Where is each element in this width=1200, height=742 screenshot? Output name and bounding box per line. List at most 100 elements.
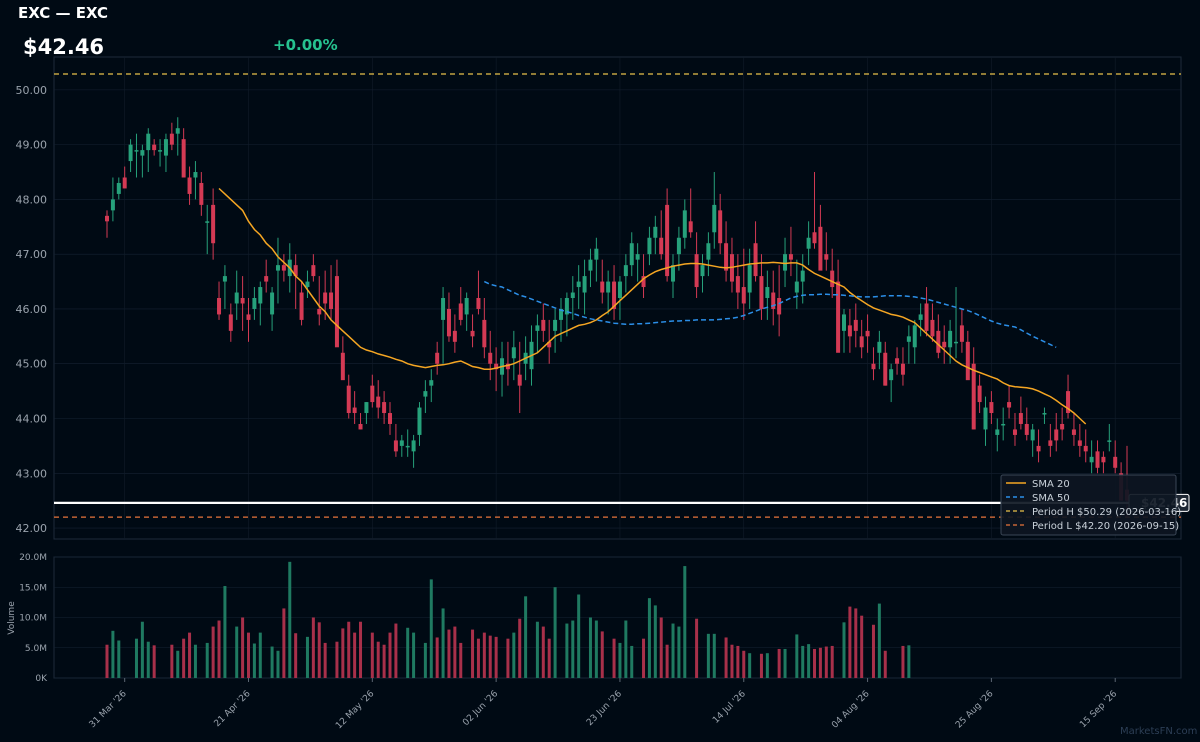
date-tick-label: 31 Mar '26 [88,689,129,730]
volume-bar [653,605,657,678]
candle-body [511,347,516,359]
candle-body [393,440,398,452]
candle-body [883,352,888,386]
volume-bar [359,621,363,678]
candle-body [588,259,593,271]
volume-bar [341,628,345,678]
candle-body [735,276,740,293]
volume-bar [671,623,675,678]
volume-bar [506,638,510,678]
volume-bar [571,620,575,678]
price-change: +0.00% [273,36,338,54]
date-tick-label: 14 Jul '26 [711,689,748,726]
volume-bar [317,622,321,678]
candle-body [942,341,947,348]
candle-body [211,204,216,244]
candle-body [116,182,121,194]
candle-body [889,369,894,381]
candle-body [234,292,239,304]
volume-bar [217,620,221,678]
volume-bar [565,623,569,678]
candle-body [535,325,540,331]
candle-body [364,402,369,414]
candle-body [246,314,251,320]
candle-body [983,407,988,430]
volume-bar [742,650,746,678]
candle-body [724,243,729,271]
candle-body [806,237,811,249]
price-tick-label: 47.00 [16,248,48,261]
volume-bar [759,653,763,678]
volume-tick-label: 0K [35,674,48,684]
candle-body [376,396,381,408]
candle-body [1054,429,1059,441]
candle-body [299,292,304,320]
volume-bar [435,637,439,678]
candle-body [600,281,605,293]
price-tick-label: 43.00 [16,467,48,480]
candle-body [429,380,434,386]
candle-body [1024,423,1029,435]
candle-body [676,237,681,255]
candle-body [1083,445,1088,452]
candle-body [1107,440,1112,442]
volume-bar [883,650,887,678]
sma50-line [483,280,1057,348]
candle-body [452,330,457,342]
candle-body [193,172,198,178]
date-tick-label: 21 Apr '26 [213,689,253,729]
volume-bar [223,586,227,678]
candle-body [470,330,475,337]
volume-bar [848,606,852,678]
volume-bar [818,647,822,678]
candle-body [293,265,298,277]
volume-bar [683,566,687,678]
candle-body [382,402,387,414]
candle-body [936,330,941,353]
moving-averages [218,187,1087,425]
candle-body [311,265,316,277]
volume-axis-label: Volume [7,601,17,635]
volume-bar [270,646,274,678]
candle-body [476,298,481,309]
candle-body [812,232,817,244]
period-levels [54,73,1181,518]
price-tick-label: 48.00 [16,193,48,206]
volume-bar [394,623,398,678]
candle-body [146,133,151,151]
date-tick-label: 02 Jun '26 [461,689,500,728]
date-tick-label: 23 Jun '26 [585,689,624,728]
sma20-line [218,187,1087,425]
legend-sma20-label: SMA 20 [1032,479,1070,490]
volume-tick-label: 20.0M [19,553,47,563]
candle-body [824,254,829,260]
candle-body [682,210,687,238]
volume-bar [152,645,156,678]
volume-bar [588,617,592,678]
candle-body [995,429,1000,435]
volume-bar [453,626,457,678]
volume-bar [134,638,138,678]
price-tick-label: 49.00 [16,139,48,152]
date-axis: 31 Mar '26 21 Apr '26 12 May '26 02 Jun '26… [88,678,1120,731]
candle-body [270,292,275,315]
volume-bar [376,641,380,678]
candle-body [252,298,257,309]
volume-bar [447,629,451,678]
candle-body [700,265,705,277]
candle-body [464,298,469,315]
volume-bar [777,648,781,678]
candle-body [423,391,428,397]
candle-body [1001,423,1006,426]
candle-body [1066,391,1071,414]
candle-body [629,243,634,266]
price-tick-label: 42.00 [16,522,48,535]
volume-bar [577,594,581,678]
candle-body [706,243,711,260]
candle-body [334,276,339,348]
volume-bar [695,618,699,678]
volume-bar [724,637,728,678]
candle-body [305,281,310,288]
volume-bar [111,630,115,678]
volume-bar [282,608,286,678]
